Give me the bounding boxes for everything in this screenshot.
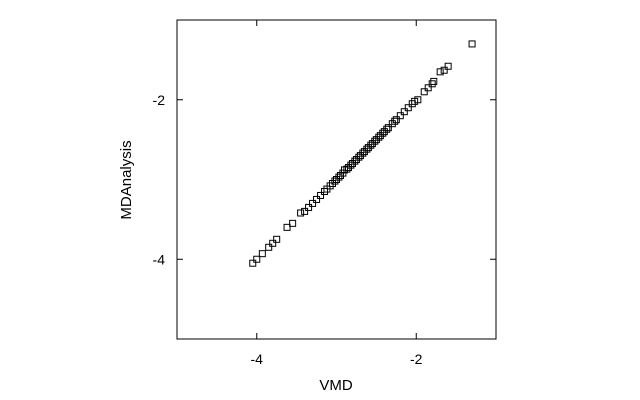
data-points — [249, 40, 476, 267]
data-point — [347, 161, 355, 169]
y-axis-title: MDAnalysis — [118, 140, 135, 219]
data-point — [380, 128, 388, 136]
data-point — [355, 153, 363, 161]
tick-labels: -4 -2 -4 -2 — [153, 92, 423, 367]
data-point — [424, 84, 432, 92]
data-point — [368, 140, 376, 148]
data-point — [348, 160, 356, 168]
data-point — [396, 112, 404, 120]
data-point — [364, 144, 372, 152]
data-point — [269, 239, 277, 247]
x-tick-label: -2 — [410, 351, 423, 367]
data-point — [420, 88, 428, 96]
data-point — [371, 137, 379, 145]
data-point — [317, 191, 325, 199]
x-axis-title: VMD — [319, 377, 353, 394]
data-point — [331, 177, 339, 185]
data-point — [400, 108, 408, 116]
data-point — [305, 203, 313, 211]
data-point — [329, 179, 337, 187]
data-point — [440, 66, 448, 74]
data-point — [408, 100, 416, 108]
data-point — [352, 156, 360, 164]
y-tick-label: -2 — [153, 92, 166, 108]
data-point — [340, 166, 348, 174]
data-point — [379, 129, 387, 137]
data-point — [253, 255, 261, 263]
data-point — [289, 219, 297, 227]
x-tick-label: -4 — [251, 351, 264, 367]
data-point — [430, 77, 438, 85]
data-point — [376, 132, 384, 140]
data-point — [375, 133, 383, 141]
data-point — [258, 250, 266, 258]
data-point — [297, 209, 305, 217]
data-point — [436, 68, 444, 76]
data-point — [333, 176, 340, 183]
data-point — [391, 117, 399, 125]
data-point — [360, 148, 368, 156]
y-tick-label: -4 — [153, 251, 166, 267]
data-point — [468, 40, 476, 48]
data-point — [326, 182, 334, 190]
data-point — [336, 172, 344, 180]
data-point — [383, 125, 391, 133]
data-point — [392, 116, 400, 124]
data-point — [273, 235, 281, 243]
data-point — [313, 195, 321, 203]
data-point — [283, 223, 291, 231]
data-point — [265, 243, 273, 251]
data-point — [384, 124, 392, 132]
data-point — [367, 141, 375, 149]
data-point — [249, 259, 257, 267]
data-point — [372, 136, 380, 144]
data-point — [343, 165, 351, 173]
data-point — [414, 96, 422, 104]
data-point — [356, 152, 364, 160]
data-point — [388, 120, 396, 128]
data-point — [335, 173, 343, 181]
data-point — [321, 187, 329, 195]
data-point — [359, 149, 367, 157]
data-point — [309, 199, 317, 207]
data-point — [404, 104, 412, 112]
plot-frame — [176, 19, 497, 340]
data-point — [351, 157, 359, 165]
data-point — [301, 207, 309, 215]
data-point — [363, 145, 371, 153]
data-point — [428, 80, 436, 88]
data-point — [444, 62, 452, 70]
data-point — [344, 164, 352, 172]
tick-marks — [177, 20, 496, 339]
